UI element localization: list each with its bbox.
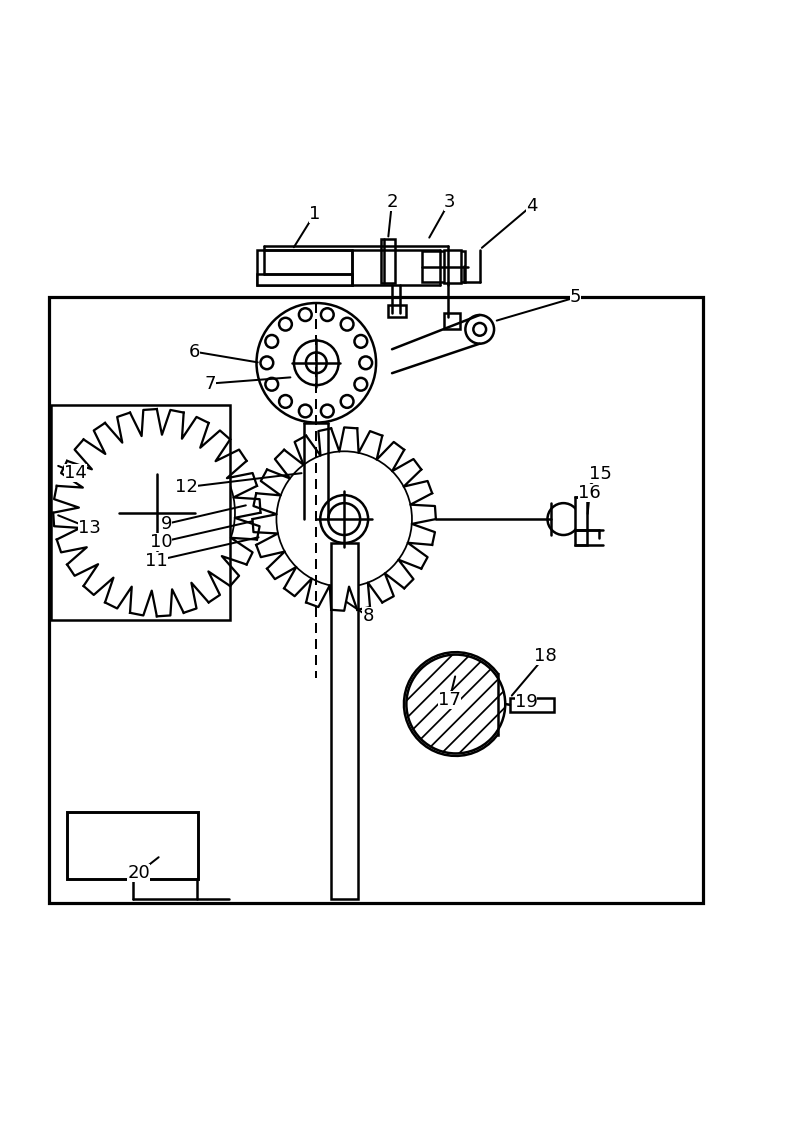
Circle shape xyxy=(299,308,312,321)
Text: 7: 7 xyxy=(205,374,216,392)
Circle shape xyxy=(266,377,278,391)
Circle shape xyxy=(341,395,354,408)
Bar xyxy=(444,250,462,283)
Text: 9: 9 xyxy=(161,515,172,533)
Bar xyxy=(51,405,230,621)
Circle shape xyxy=(328,504,360,536)
Bar xyxy=(381,239,395,283)
Text: 20: 20 xyxy=(127,864,150,882)
Text: 6: 6 xyxy=(189,342,200,360)
Circle shape xyxy=(359,356,372,370)
Circle shape xyxy=(277,451,412,587)
Bar xyxy=(50,298,703,903)
Bar xyxy=(66,812,198,879)
Circle shape xyxy=(354,377,367,391)
Bar xyxy=(330,543,358,899)
Text: 3: 3 xyxy=(444,193,455,210)
Text: 13: 13 xyxy=(78,518,101,537)
Text: 14: 14 xyxy=(64,464,87,482)
Text: 4: 4 xyxy=(526,197,538,215)
Bar xyxy=(575,530,587,545)
Circle shape xyxy=(474,323,486,335)
Circle shape xyxy=(261,356,274,370)
Circle shape xyxy=(299,405,312,417)
Circle shape xyxy=(266,335,278,348)
Circle shape xyxy=(78,434,235,591)
Bar xyxy=(575,497,587,530)
Text: 12: 12 xyxy=(175,479,198,496)
Circle shape xyxy=(354,335,367,348)
Text: 16: 16 xyxy=(578,483,601,501)
Circle shape xyxy=(123,479,190,546)
Bar xyxy=(510,698,554,712)
Text: 17: 17 xyxy=(438,691,461,709)
Circle shape xyxy=(341,318,354,331)
Bar xyxy=(257,250,352,285)
Text: 10: 10 xyxy=(150,533,172,551)
Text: 15: 15 xyxy=(590,465,612,483)
Bar xyxy=(388,306,406,317)
Text: 5: 5 xyxy=(570,289,581,307)
Circle shape xyxy=(279,318,292,331)
Text: 18: 18 xyxy=(534,647,557,665)
Text: 1: 1 xyxy=(309,205,320,223)
Circle shape xyxy=(257,304,376,423)
Text: 19: 19 xyxy=(514,694,538,712)
Circle shape xyxy=(306,352,326,373)
Circle shape xyxy=(321,405,334,417)
Bar xyxy=(444,314,460,330)
Circle shape xyxy=(547,504,579,536)
Circle shape xyxy=(466,315,494,343)
Text: 2: 2 xyxy=(386,193,398,210)
Circle shape xyxy=(406,655,506,754)
Bar xyxy=(422,251,466,282)
Text: 8: 8 xyxy=(362,607,374,625)
Circle shape xyxy=(321,308,334,321)
Bar xyxy=(257,274,352,285)
Text: 11: 11 xyxy=(146,551,168,570)
Circle shape xyxy=(320,495,368,543)
Circle shape xyxy=(294,340,338,385)
Circle shape xyxy=(279,395,292,408)
